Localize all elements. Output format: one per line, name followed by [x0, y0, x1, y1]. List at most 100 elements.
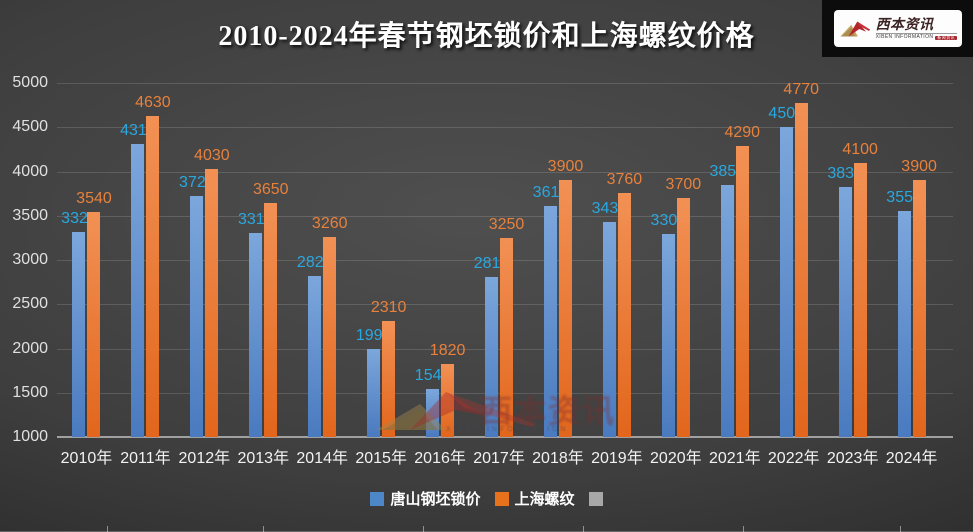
- bar-series-2: 4100: [842, 141, 878, 437]
- data-label: 4100: [842, 140, 878, 158]
- bar-group: 1990 2310: [352, 83, 411, 437]
- x-tick-label: 2012年: [178, 450, 231, 467]
- logo-en-label: XIBEN INFORMATION: [875, 34, 934, 40]
- bar-series-1: 3850: [709, 163, 745, 437]
- bottom-table-tick: [583, 526, 584, 532]
- bar-group: 3720 4030: [175, 83, 234, 437]
- bar-series-2: 1820: [430, 342, 465, 437]
- x-tick-label: 2014年: [296, 450, 349, 467]
- data-label: 4770: [783, 81, 820, 99]
- data-label: 4030: [194, 146, 230, 164]
- x-tick-label: 2013年: [237, 450, 290, 467]
- legend-swatch: [494, 491, 509, 506]
- bar-series-1: 3830: [827, 165, 863, 437]
- y-tick-label: 4500: [12, 118, 48, 136]
- bar-series-2: 3540: [76, 190, 112, 437]
- x-tick-label: 2017年: [473, 450, 525, 467]
- y-tick-label: 1500: [12, 383, 48, 401]
- x-tick-label: 2024年: [885, 450, 938, 467]
- bar-group: 3550 3900: [882, 83, 941, 437]
- bar-series-1: 3310: [238, 211, 274, 437]
- bar-group: 4500 4770: [764, 81, 823, 437]
- logo-texts: 西本资讯 XIBEN INFORMATION 新闻资讯: [875, 16, 957, 40]
- y-tick-label: 2000: [12, 339, 48, 357]
- legend: 唐山钢坯锁价 上海螺纹: [0, 488, 973, 509]
- x-tick-label: 2010年: [60, 450, 113, 467]
- gridline: [57, 127, 953, 129]
- x-tick-label: 2011年: [120, 450, 171, 467]
- bar-series-2: 3250: [489, 216, 524, 437]
- mountain-logo-icon: [840, 21, 871, 36]
- data-label: 3250: [488, 215, 525, 233]
- logo-en-text: XIBEN INFORMATION 新闻资讯: [875, 33, 957, 40]
- data-label: 4630: [135, 93, 171, 111]
- bar-series-2: 3900: [548, 158, 583, 437]
- bar-group: 3430 3760: [587, 83, 646, 437]
- bar-group: 3320 3540: [57, 83, 116, 437]
- bar-series-2: 4770: [783, 81, 819, 437]
- legend-item: 上海螺纹: [494, 488, 575, 509]
- bar-series-1: 3300: [651, 212, 686, 437]
- legend-swatch: [588, 491, 603, 506]
- bar-series-1: 3610: [533, 184, 568, 437]
- x-tick-label: 2023年: [826, 450, 879, 467]
- bar-group: 3310 3650: [234, 83, 293, 437]
- legend-label: 上海螺纹: [514, 491, 575, 508]
- bar-series-1: 3430: [592, 200, 627, 437]
- bar-group: 3300 3700: [646, 83, 705, 437]
- y-tick-label: 2500: [12, 295, 48, 313]
- gridline: [57, 171, 953, 173]
- bottom-table-tick: [423, 526, 424, 532]
- bar-groups: 3320 3540 4310 4630 3720 4030 3310 3650 2820 3260…: [57, 81, 941, 437]
- bar-series-1: 2810: [474, 255, 509, 437]
- bar-series-2: 2310: [371, 299, 406, 437]
- bar-series-2: 3260: [312, 215, 348, 437]
- bar-series-1: 1990: [356, 327, 391, 437]
- bar-series-1: 2820: [297, 254, 333, 437]
- bar-series-2: 3900: [901, 158, 937, 437]
- gridline: [57, 83, 953, 84]
- bar-series-1: 1540: [415, 367, 450, 437]
- y-tick-label: 3500: [12, 206, 48, 224]
- legend-label: 唐山钢坯锁价: [390, 491, 481, 508]
- x-tick-label: 2015年: [355, 450, 407, 467]
- bottom-table-tick: [900, 526, 901, 532]
- x-tick-label: 2019年: [591, 450, 643, 467]
- bar-series-1: 4310: [120, 122, 156, 437]
- bar-series-2: 3760: [607, 171, 642, 437]
- bottom-table-tick: [107, 526, 108, 532]
- data-label: 3650: [252, 180, 289, 198]
- data-label: 3760: [606, 170, 643, 188]
- bar-series-2: 4030: [194, 147, 230, 437]
- bar-group: 3610 3900: [529, 83, 588, 437]
- data-label: 3900: [547, 158, 584, 176]
- logo-red-tag: 新闻资讯: [935, 34, 957, 40]
- legend-item: 唐山钢坯锁价: [370, 488, 481, 509]
- data-label: 3900: [901, 158, 937, 176]
- bottom-table-tick: [263, 526, 264, 532]
- logo-box: 西本资讯 XIBEN INFORMATION 新闻资讯: [822, 0, 973, 57]
- bar-series-1: 3550: [886, 189, 922, 437]
- x-tick-label: 2020年: [650, 450, 702, 467]
- bar-series-2: 4290: [724, 124, 760, 437]
- xiben-logo: 西本资讯 XIBEN INFORMATION 新闻资讯: [834, 10, 962, 47]
- y-tick-label: 3000: [12, 251, 48, 268]
- y-tick-label: 4000: [12, 162, 48, 180]
- x-axis-line: [57, 436, 953, 438]
- x-tick-label: 2022年: [767, 450, 820, 467]
- bar-group: 3850 4290: [705, 83, 764, 437]
- x-tick-label: 2021年: [708, 450, 761, 467]
- data-label: 3540: [76, 190, 112, 208]
- bar-group: 1540 1820: [411, 83, 470, 437]
- x-tick-label: 2016年: [414, 450, 466, 467]
- bar-series-2: 3700: [666, 176, 701, 437]
- data-label: 1820: [429, 342, 466, 360]
- gridline: [57, 215, 953, 217]
- x-tick-label: 2018年: [532, 450, 584, 467]
- y-tick-label: 5000: [12, 74, 48, 91]
- data-label: 3700: [665, 176, 702, 193]
- bar-series-2: 3650: [253, 181, 289, 437]
- bar-series-2: 4630: [135, 94, 171, 437]
- chart-title: 2010-2024年春节钢坯锁价和上海螺纹价格: [218, 21, 755, 52]
- logo-cn-text: 西本资讯: [875, 16, 934, 32]
